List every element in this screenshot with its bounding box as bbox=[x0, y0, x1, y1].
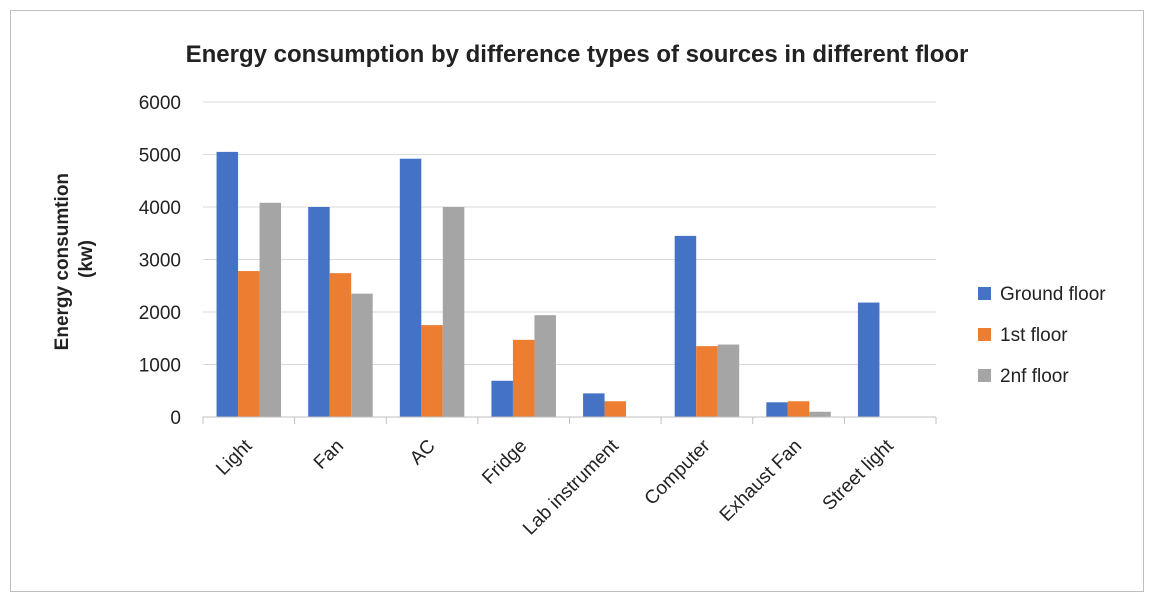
bar bbox=[674, 235, 697, 417]
y-tick-label: 4000 bbox=[139, 198, 181, 219]
bar bbox=[351, 293, 373, 417]
bar bbox=[534, 315, 556, 417]
bar bbox=[259, 202, 282, 417]
x-tick-label: Street light bbox=[819, 435, 899, 515]
bar bbox=[491, 380, 513, 417]
x-tick-label: Lab instrument bbox=[519, 435, 623, 539]
bar bbox=[399, 158, 422, 417]
legend-label: Ground floor bbox=[1000, 284, 1106, 305]
bars bbox=[216, 151, 880, 417]
x-tick-label: Exhaust Fan bbox=[716, 436, 806, 526]
bar bbox=[442, 207, 465, 417]
y-axis-label-line-2: (kw) bbox=[76, 240, 97, 278]
y-tick-label: 0 bbox=[170, 408, 181, 429]
x-tick-label: AC bbox=[406, 436, 440, 470]
x-tick-label: Fridge bbox=[478, 436, 531, 489]
x-tick-label: Fan bbox=[310, 436, 348, 474]
legend-swatch bbox=[978, 369, 991, 382]
legend-label: 1st floor bbox=[1000, 325, 1068, 346]
bar bbox=[604, 401, 627, 417]
bar bbox=[696, 346, 718, 417]
y-tick-label: 6000 bbox=[139, 93, 181, 114]
bar bbox=[329, 273, 352, 417]
chart-title: Energy consumption by difference types o… bbox=[186, 41, 969, 68]
y-axis-ticks: 0 1000 2000 3000 4000 5000 6000 bbox=[139, 93, 181, 429]
bar bbox=[787, 401, 810, 417]
bar bbox=[308, 207, 330, 417]
x-tick-label: Computer bbox=[641, 435, 715, 509]
bar bbox=[857, 302, 880, 417]
x-tick-label: Light bbox=[212, 435, 256, 479]
y-tick-label: 5000 bbox=[139, 146, 181, 167]
x-axis bbox=[202, 416, 937, 424]
bar bbox=[717, 344, 740, 417]
y-axis-label: Energy consumtion (kw) bbox=[52, 168, 97, 351]
y-axis-label-line-1: Energy consumtion bbox=[52, 173, 73, 350]
bar bbox=[238, 271, 260, 417]
bar bbox=[216, 151, 239, 417]
y-tick-label: 2000 bbox=[139, 303, 181, 324]
legend-swatch bbox=[978, 287, 991, 300]
chart-frame bbox=[10, 10, 1144, 592]
y-tick-label: 1000 bbox=[139, 356, 181, 377]
bar bbox=[421, 325, 443, 417]
bar bbox=[809, 411, 831, 417]
bar bbox=[583, 393, 605, 417]
legend-label: 2nf floor bbox=[1000, 366, 1069, 387]
bar bbox=[512, 339, 535, 417]
bar bbox=[766, 402, 788, 417]
y-tick-label: 3000 bbox=[139, 251, 181, 272]
legend: Ground floor 1st floor 2nf floor bbox=[978, 284, 1106, 387]
legend-swatch bbox=[978, 328, 991, 341]
